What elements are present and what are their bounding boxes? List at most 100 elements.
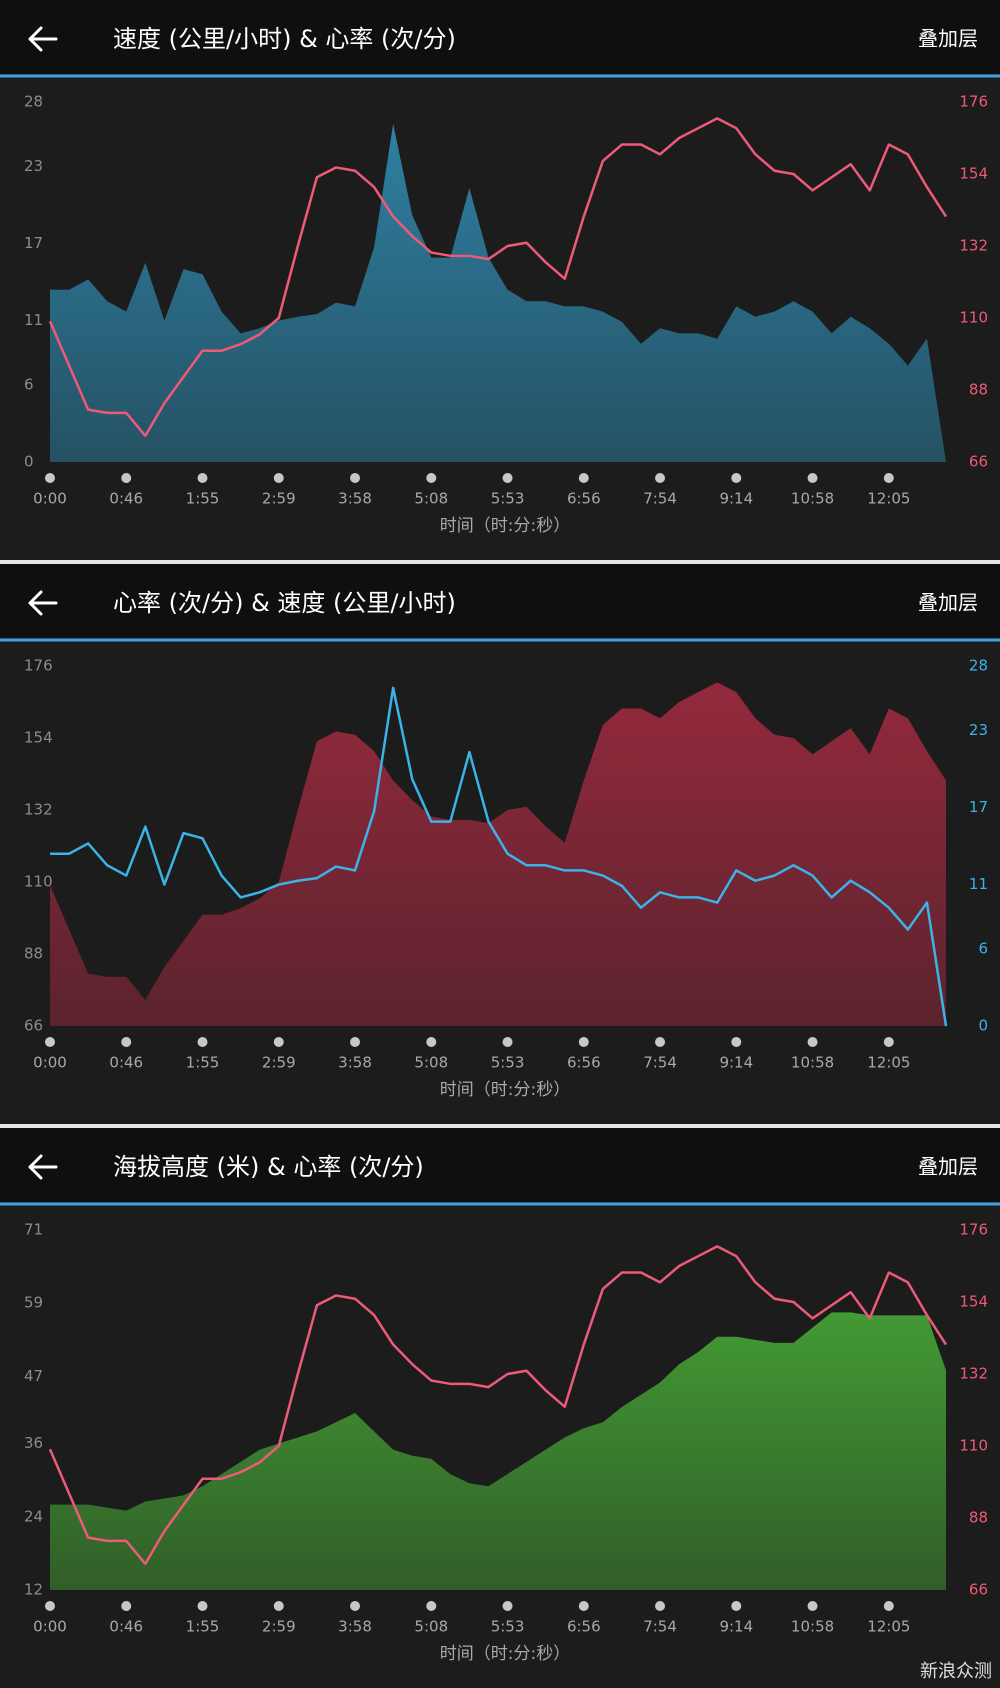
y2-tick-label: 176 xyxy=(959,1221,988,1239)
y-tick-label: 24 xyxy=(24,1507,43,1525)
x-tick-label: 9:14 xyxy=(719,490,753,508)
x-tick-dot xyxy=(45,1601,55,1611)
x-axis-title: 时间（时:分:秒） xyxy=(440,1080,570,1100)
x-tick-dot xyxy=(197,1037,208,1047)
x-tick-dot xyxy=(273,1037,284,1047)
y-tick-label: 11 xyxy=(24,311,43,329)
area xyxy=(50,682,946,1026)
header-bar xyxy=(0,0,1000,74)
overlay-button[interactable]: 叠加层 xyxy=(918,1155,978,1179)
watermark: 新浪众测 xyxy=(920,1661,992,1682)
chart-title: 心率 (次/分) & 速度 (公里/小时) xyxy=(113,589,456,617)
y-tick-label: 132 xyxy=(24,801,53,819)
x-tick-dot xyxy=(197,1601,208,1611)
x-tick-label: 0:46 xyxy=(109,1618,143,1636)
y-tick-label: 36 xyxy=(24,1434,43,1452)
y2-tick-label: 88 xyxy=(969,1509,988,1527)
x-tick-label: 12:05 xyxy=(867,1054,910,1072)
x-tick-label: 5:53 xyxy=(491,1618,525,1636)
x-tick-dot xyxy=(883,1601,894,1611)
x-tick-label: 1:55 xyxy=(186,1054,220,1072)
x-tick-dot xyxy=(807,1037,818,1047)
line xyxy=(50,686,948,1027)
x-tick-label: 2:59 xyxy=(262,1618,296,1636)
x-tick-dot xyxy=(350,1037,361,1047)
x-tick-label: 10:58 xyxy=(791,1618,834,1636)
x-tick-label: 10:58 xyxy=(791,1054,834,1072)
x-tick-label: 7:54 xyxy=(643,1618,677,1636)
overlay-button[interactable]: 叠加层 xyxy=(918,27,978,51)
y-tick-label: 12 xyxy=(24,1581,43,1599)
x-tick-label: 0:00 xyxy=(33,1618,67,1636)
x-tick-label: 0:00 xyxy=(33,490,67,508)
overlay-button[interactable]: 叠加层 xyxy=(918,591,978,615)
back-arrow[interactable] xyxy=(28,1154,58,1180)
chart-panel: 速度 (公里/小时) & 心率 (次/分) 叠加层 0 6 11 17 23 28 66 88 11… xyxy=(0,0,1000,560)
y2-tick-label: 28 xyxy=(969,657,988,675)
x-tick-dot xyxy=(350,473,361,483)
chart-title: 速度 (公里/小时) & 心率 (次/分) xyxy=(113,25,456,53)
x-tick-label: 3:58 xyxy=(338,1054,372,1072)
x-tick-dot xyxy=(655,473,666,483)
x-tick-label: 5:08 xyxy=(414,1618,448,1636)
x-tick-dot xyxy=(273,473,284,483)
x-tick-label: 0:00 xyxy=(33,1054,67,1072)
x-tick-label: 2:59 xyxy=(262,490,296,508)
x-tick-label: 5:08 xyxy=(414,1054,448,1072)
x-tick-dot xyxy=(350,1601,361,1611)
x-tick-label: 5:08 xyxy=(414,490,448,508)
x-tick-label: 5:53 xyxy=(491,1054,525,1072)
x-tick-dot xyxy=(883,473,894,483)
x-tick-label: 0:46 xyxy=(109,1054,143,1072)
y-tick-label: 0 xyxy=(24,453,34,471)
x-tick-dot xyxy=(731,473,742,483)
y-tick-label: 66 xyxy=(24,1017,43,1035)
y2-tick-label: 110 xyxy=(959,1437,988,1455)
x-tick-dot xyxy=(121,473,132,483)
x-tick-label: 6:56 xyxy=(567,490,601,508)
y-tick-label: 110 xyxy=(24,873,53,891)
y-tick-label: 6 xyxy=(24,375,34,393)
chart-title: 海拔高度 (米) & 心率 (次/分) xyxy=(113,1153,424,1181)
x-tick-label: 9:14 xyxy=(719,1054,753,1072)
x-tick-label: 2:59 xyxy=(262,1054,296,1072)
y2-tick-label: 132 xyxy=(959,237,988,255)
y-tick-label: 176 xyxy=(24,657,53,675)
x-tick-dot xyxy=(502,473,513,483)
x-tick-dot xyxy=(121,1037,132,1047)
y-tick-label: 71 xyxy=(24,1221,43,1239)
y2-tick-label: 154 xyxy=(959,165,988,183)
x-tick-dot xyxy=(45,1037,55,1047)
area xyxy=(50,1312,946,1590)
y2-tick-label: 154 xyxy=(959,1293,988,1311)
x-tick-dot xyxy=(731,1601,742,1611)
x-tick-label: 12:05 xyxy=(867,1618,910,1636)
back-arrow[interactable] xyxy=(28,26,58,52)
x-tick-dot xyxy=(731,1037,742,1047)
x-tick-label: 0:46 xyxy=(109,490,143,508)
x-tick-label: 6:56 xyxy=(567,1054,601,1072)
y2-tick-label: 23 xyxy=(969,721,988,739)
y2-tick-label: 66 xyxy=(969,453,988,471)
header-bar xyxy=(0,564,1000,638)
x-tick-dot xyxy=(502,1037,513,1047)
y-tick-label: 88 xyxy=(24,945,43,963)
x-tick-label: 12:05 xyxy=(867,490,910,508)
y2-tick-label: 6 xyxy=(978,939,988,957)
x-tick-dot xyxy=(273,1601,284,1611)
y2-tick-label: 132 xyxy=(959,1365,988,1383)
y2-tick-label: 11 xyxy=(969,875,988,893)
y2-tick-label: 88 xyxy=(969,381,988,399)
line xyxy=(48,117,948,438)
y-tick-label: 23 xyxy=(24,157,43,175)
y-tick-label: 28 xyxy=(24,93,43,111)
x-tick-dot xyxy=(655,1037,666,1047)
x-tick-label: 10:58 xyxy=(791,490,834,508)
x-tick-dot xyxy=(502,1601,513,1611)
back-arrow[interactable] xyxy=(28,590,58,616)
x-tick-label: 3:58 xyxy=(338,1618,372,1636)
x-tick-dot xyxy=(578,1037,589,1047)
y-tick-label: 47 xyxy=(24,1367,43,1385)
x-tick-dot xyxy=(426,1037,437,1047)
